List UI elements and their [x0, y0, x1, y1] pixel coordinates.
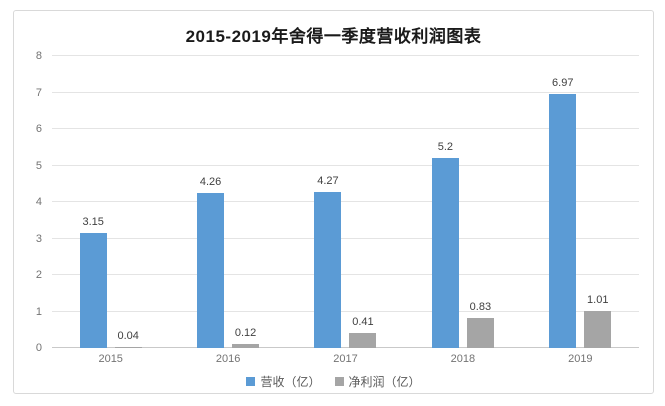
x-tick-label-2018: 2018: [450, 353, 476, 365]
gridline: [52, 55, 639, 56]
chart-container: 2015-2019年舍得一季度营收利润图表 0 1 2 3 4 5 6 7 8 3.15 0.04…: [13, 10, 654, 394]
bar-净利润（亿）-2018: 0.83: [466, 301, 494, 348]
bar-净利润（亿）-2017: 0.41: [349, 316, 377, 348]
bar-value-label: 1.01: [587, 294, 609, 307]
x-tick-label-2017: 2017: [333, 353, 358, 365]
gridline: [52, 237, 639, 239]
y-tick-label: 5: [35, 159, 42, 172]
bar-group-2019: 6.97 1.01: [549, 56, 612, 348]
legend-swatch-icon: [246, 377, 256, 386]
bar-group-2015: 3.15 0.04: [79, 56, 142, 348]
legend-item: 营收（亿）: [246, 373, 321, 390]
bar-value-label: 5.2: [437, 141, 454, 154]
bar-value-label: 4.26: [199, 175, 222, 188]
y-tick-label: 8: [35, 50, 42, 62]
legend: 营收（亿） 净利润（亿）: [14, 373, 653, 390]
gridline: [52, 164, 639, 166]
y-tick-label: 3: [35, 232, 42, 245]
bar-营收（亿）-2019: 6.97: [549, 77, 577, 348]
x-tick-label-2015: 2015: [98, 353, 123, 365]
x-tick-label-2019: 2019: [568, 353, 593, 365]
x-axis: 2015 2016 2017 2018 2019: [52, 353, 639, 365]
bar-净利润（亿）-2016: 0.12: [232, 327, 260, 348]
plot-area: 3.15 0.04 4.26 0.12 4.27 0.41 5.2 0.83 6.97 1.01: [52, 55, 639, 348]
bar-营收（亿）-2018: 5.2: [431, 141, 459, 348]
y-tick-label: 7: [35, 86, 42, 99]
y-tick-label: 2: [35, 269, 42, 281]
bar-value-label: 0.41: [352, 316, 374, 329]
legend-swatch-icon: [334, 377, 344, 386]
gridline: [52, 310, 639, 312]
legend-label: 营收（亿）: [260, 375, 321, 389]
gridline: [52, 201, 639, 202]
bar-营收（亿）-2015: 3.15: [79, 216, 107, 348]
y-axis: 0 1 2 3 4 5 6 7 8: [22, 50, 46, 354]
bar-group-2016: 4.26 0.12: [197, 56, 260, 348]
bar-净利润（亿）-2019: 1.01: [584, 294, 612, 348]
chart-title: 2015-2019年舍得一季度营收利润图表: [185, 27, 482, 46]
bar-group-2017: 4.27 0.41: [314, 56, 377, 348]
bar-营收（亿）-2017: 4.27: [314, 175, 342, 348]
plot-wrap: 0 1 2 3 4 5 6 7 8 3.15 0.04 4.26 0.12 4.27 0.41 5.2 0.8…: [22, 50, 639, 354]
gridline: [52, 128, 639, 129]
y-tick-label: 1: [35, 305, 42, 318]
bar-营收（亿）-2016: 4.26: [197, 176, 225, 348]
bar-value-label: 6.97: [552, 76, 574, 89]
bar-value-label: 3.15: [82, 216, 104, 229]
bar-group-2018: 5.2 0.83: [431, 56, 494, 348]
x-tick-label-2016: 2016: [215, 353, 241, 365]
bar-value-label: 0.04: [117, 329, 139, 342]
bar-value-label: 0.83: [469, 300, 492, 313]
y-tick-label: 4: [35, 196, 42, 208]
legend-item: 净利润（亿）: [334, 373, 421, 390]
bar-净利润（亿）-2015: 0.04: [114, 330, 142, 348]
bar-groups: 3.15 0.04 4.26 0.12 4.27 0.41 5.2 0.83 6.97 1.01: [52, 56, 639, 348]
gridline: [52, 274, 639, 275]
legend-label: 净利润（亿）: [348, 375, 421, 389]
y-tick-label: 0: [35, 342, 42, 354]
y-tick-label: 6: [35, 123, 42, 135]
bar-value-label: 0.12: [234, 326, 257, 339]
x-axis-line: [52, 347, 639, 348]
gridline: [52, 91, 639, 93]
bar-value-label: 4.27: [317, 175, 339, 188]
